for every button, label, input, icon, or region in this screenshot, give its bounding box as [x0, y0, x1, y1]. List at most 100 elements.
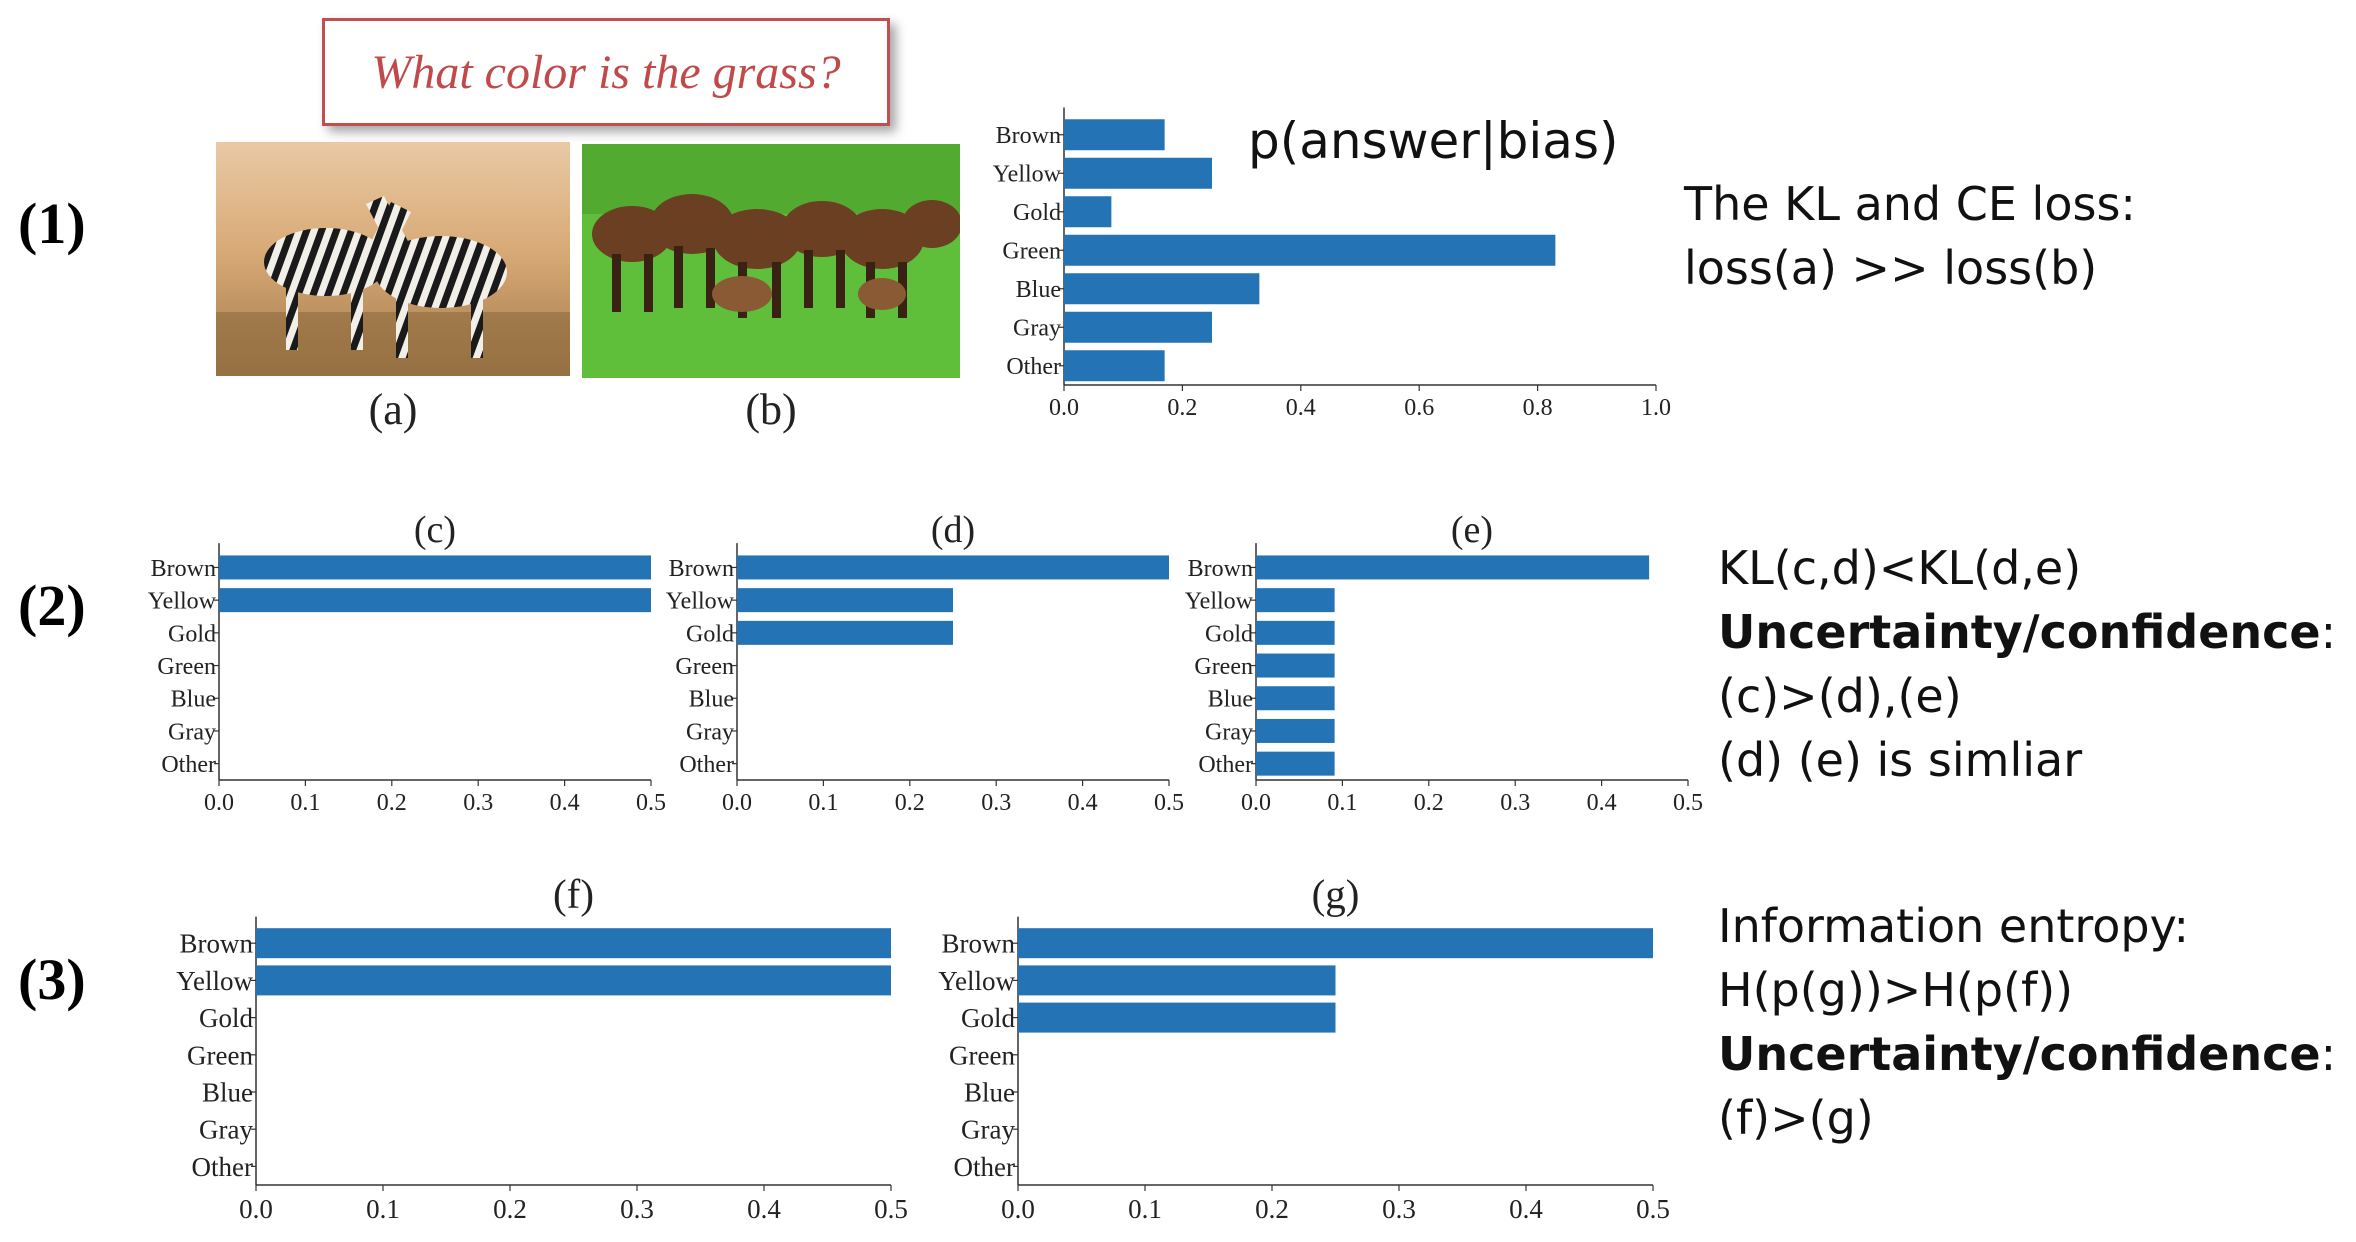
chart-title-d: (d) — [931, 509, 975, 551]
category-label-blue: Blue — [1208, 687, 1253, 713]
bar-chart-g: Brown Yellow Gold Green Blue Gray Other 0.0 0.1 0… — [938, 871, 1670, 1224]
row2-line-3: (c)>(d),(e) — [1718, 664, 2336, 728]
bar-chart-d: Brown Yellow Gold Green Blue Gray Other 0.0 0.1 0… — [666, 509, 1184, 816]
category-label-gray: Gray — [686, 719, 734, 745]
x-tick-label: 0.5 — [1673, 790, 1703, 816]
row3-line-1-text: Information entropy: — [1718, 899, 2190, 953]
question-text: What color is the grass? — [371, 45, 841, 99]
row1-line-1: The KL and CE loss: — [1684, 177, 2136, 231]
category-label-gold: Gold — [199, 1003, 254, 1033]
photo-zebras — [216, 142, 570, 376]
category-label-brown: Brown — [942, 929, 1016, 959]
category-label-green: Green — [675, 654, 734, 680]
category-label-green: Green — [1194, 654, 1253, 680]
x-tick-label: 0.3 — [981, 790, 1011, 816]
row3-line-3: Uncertainty/confidence: — [1718, 1022, 2336, 1086]
row1-text: The KL and CE loss: loss(a) >> loss(b) — [1684, 172, 2136, 300]
bar-gold — [1018, 1002, 1336, 1033]
category-label-yellow: Yellow — [993, 162, 1062, 188]
category-label-gold: Gold — [1205, 621, 1253, 647]
bar-yellow — [1018, 965, 1336, 996]
category-label-blue: Blue — [1016, 277, 1061, 303]
row2-line-2: Uncertainty/confidence: — [1718, 600, 2336, 664]
x-tick-label: 0.4 — [1587, 790, 1617, 816]
row3-line-4: (f)>(g) — [1718, 1086, 2336, 1150]
category-label-brown: Brown — [1188, 556, 1253, 582]
category-label-yellow: Yellow — [938, 966, 1015, 996]
category-label-gray: Gray — [1205, 719, 1253, 745]
category-label-blue: Blue — [964, 1077, 1015, 1107]
category-label-gray: Gray — [199, 1115, 253, 1145]
row-label-2: (2) — [18, 573, 86, 638]
category-label-yellow: Yellow — [1185, 589, 1254, 615]
category-label-green: Green — [187, 1040, 253, 1070]
row-label-1: (1) — [18, 191, 86, 256]
row-label-3: (3) — [18, 947, 86, 1012]
row2-line-2-bold: Uncertainty/confidence — [1718, 605, 2321, 659]
category-label-gold: Gold — [1013, 200, 1061, 226]
x-tick-label: 0.4 — [550, 790, 580, 816]
category-label-brown: Brown — [996, 123, 1061, 149]
bar-brown — [1256, 555, 1650, 580]
x-tick-label: 0.2 — [1167, 395, 1197, 421]
chart-title-c: (c) — [414, 509, 456, 551]
category-label-brown: Brown — [669, 556, 734, 582]
x-tick-label: 0.8 — [1523, 395, 1553, 421]
category-label-blue: Blue — [689, 687, 734, 713]
formula-label: p(answer|bias) — [1248, 112, 1619, 170]
x-tick-label: 0.0 — [1241, 790, 1271, 816]
category-label-yellow: Yellow — [666, 589, 735, 615]
x-tick-label: 0.5 — [636, 790, 666, 816]
x-tick-label: 0.1 — [1128, 1194, 1162, 1224]
bar-chart-c: Brown Yellow Gold Green Blue Gray Other 0.0 0.1 0… — [148, 509, 666, 816]
x-tick-label: 0.2 — [493, 1194, 527, 1224]
row3-line-1: Information entropy: — [1718, 894, 2336, 958]
category-label-other: Other — [1198, 752, 1253, 778]
bar-brown — [219, 555, 651, 580]
category-label-other: Other — [161, 752, 216, 778]
x-tick-label: 0.1 — [808, 790, 838, 816]
x-tick-label: 0.3 — [1500, 790, 1530, 816]
bar-blue — [1256, 686, 1335, 711]
category-label-green: Green — [949, 1040, 1015, 1070]
x-tick-label: 0.2 — [895, 790, 925, 816]
x-tick-label: 0.4 — [1286, 395, 1316, 421]
category-label-gray: Gray — [168, 719, 216, 745]
bar-other — [1064, 350, 1165, 382]
x-tick-label: 0.1 — [1327, 790, 1357, 816]
bar-gold — [1064, 196, 1112, 228]
category-label-brown: Brown — [180, 929, 254, 959]
caption-a: (a) — [368, 385, 418, 434]
category-label-other: Other — [679, 752, 734, 778]
row2-line-4: (d) (e) is simliar — [1718, 728, 2336, 792]
bar-chart-bias: Brown Yellow Gold Green Blue Gray Other 0.0 0.2 0… — [993, 107, 1671, 421]
x-tick-label: 0.1 — [366, 1194, 400, 1224]
row3-line-3-colon: : — [2320, 1027, 2337, 1081]
bar-green — [1064, 234, 1556, 266]
category-label-blue: Blue — [202, 1077, 253, 1107]
question-box: What color is the grass? — [322, 18, 890, 126]
row3-line-3-bold: Uncertainty/confidence — [1718, 1027, 2321, 1081]
x-tick-label: 0.4 — [1068, 790, 1098, 816]
x-tick-label: 0.3 — [1382, 1194, 1416, 1224]
bar-gray — [1256, 718, 1335, 743]
x-tick-label: 0.2 — [377, 790, 407, 816]
category-label-gold: Gold — [961, 1003, 1016, 1033]
bar-gray — [1064, 311, 1212, 343]
bar-brown — [1064, 119, 1165, 151]
bar-green — [1256, 653, 1335, 678]
x-tick-label: 0.4 — [1509, 1194, 1543, 1224]
row1-line-2: loss(a) >> loss(b) — [1684, 241, 2098, 295]
x-tick-label: 0.5 — [1154, 790, 1184, 816]
category-label-gold: Gold — [686, 621, 734, 647]
x-tick-label: 0.0 — [239, 1194, 273, 1224]
x-tick-label: 0.5 — [1636, 1194, 1670, 1224]
bar-yellow — [737, 588, 953, 613]
x-tick-label: 0.3 — [463, 790, 493, 816]
x-tick-label: 0.2 — [1414, 790, 1444, 816]
category-label-other: Other — [954, 1152, 1015, 1182]
category-label-yellow: Yellow — [148, 589, 217, 615]
category-label-blue: Blue — [171, 687, 216, 713]
chart-title-f: (f) — [553, 871, 594, 917]
